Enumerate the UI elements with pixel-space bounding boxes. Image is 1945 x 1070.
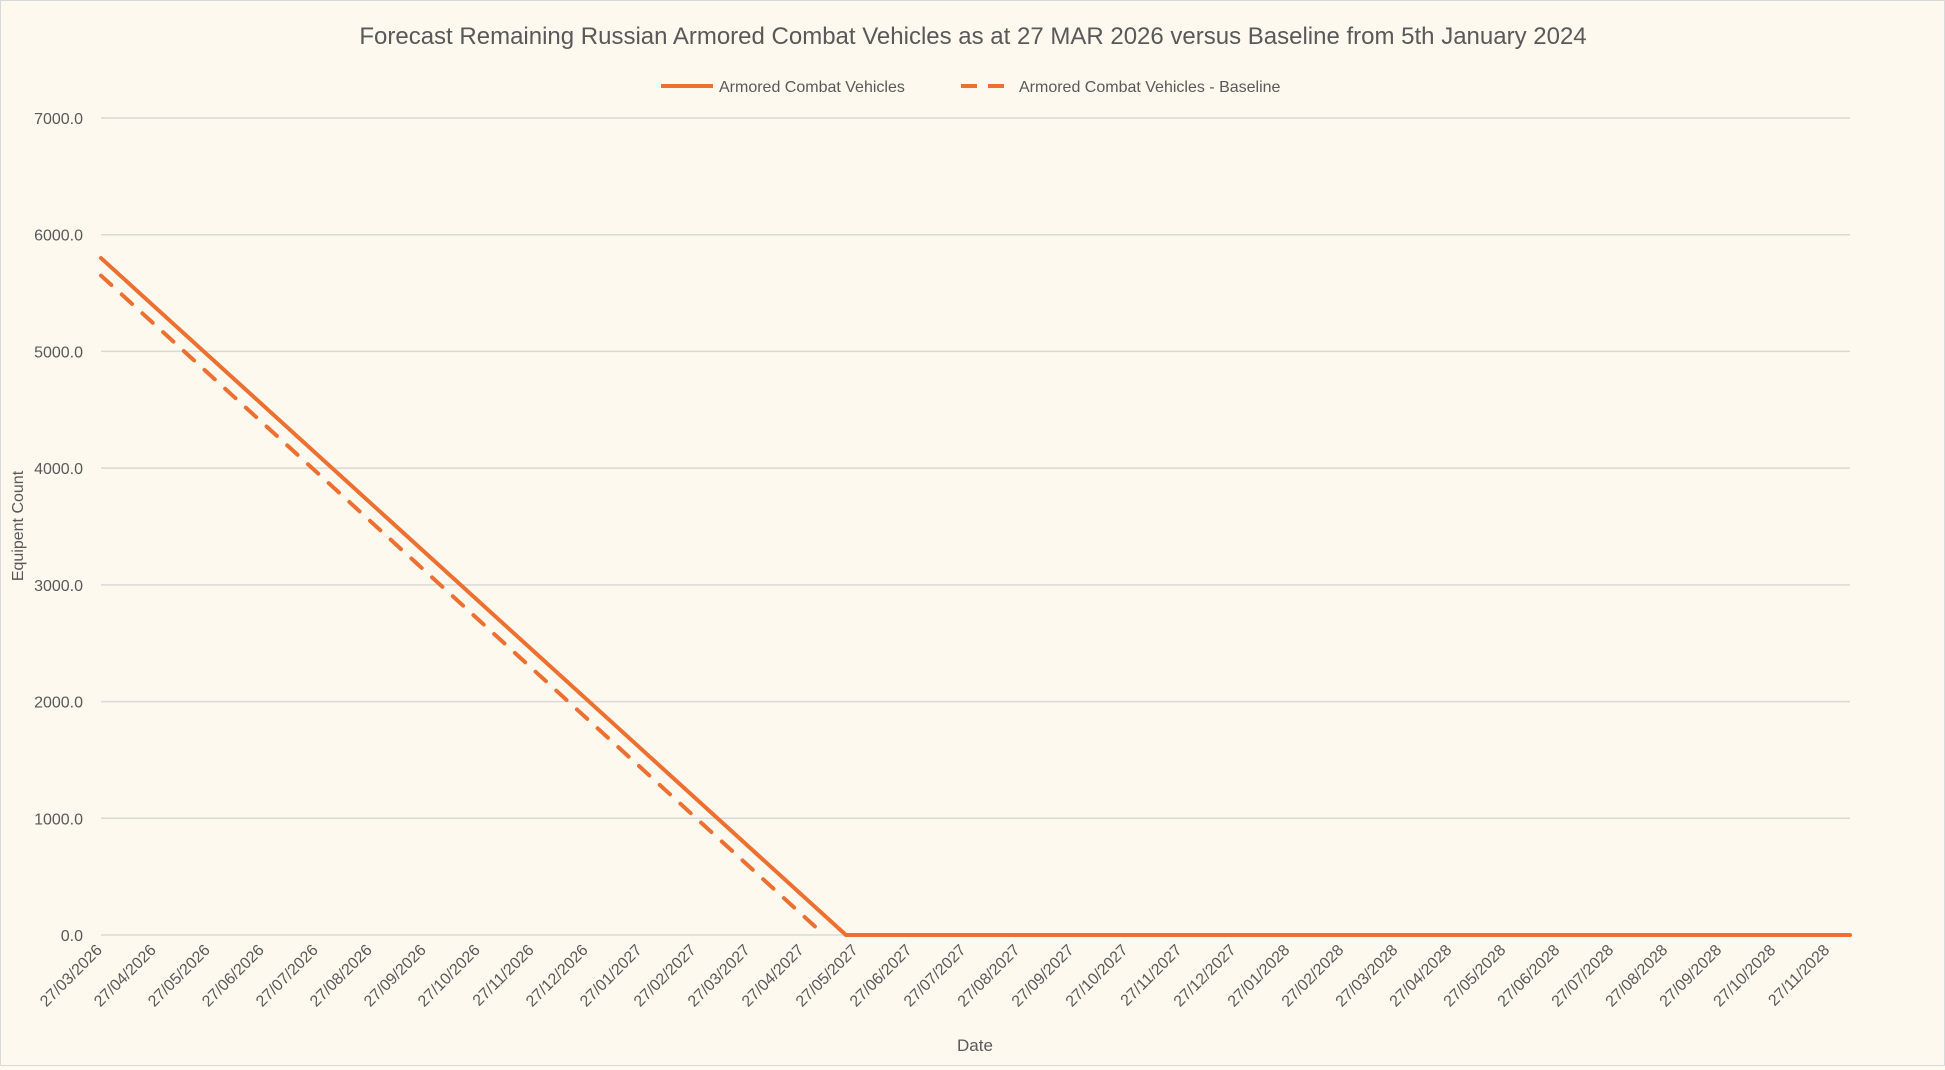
series-line-baseline <box>99 273 827 937</box>
y-tick-label: 7000.0 <box>34 111 83 128</box>
x-axis-ticks: 27/03/202627/04/202627/05/202627/06/2026… <box>37 942 1833 1011</box>
legend: Armored Combat Vehicles Armored Combat Ve… <box>661 79 1281 96</box>
gridlines <box>101 117 1850 936</box>
series-lines <box>99 256 1852 937</box>
y-tick-label: 5000.0 <box>34 344 83 361</box>
y-tick-label: 3000.0 <box>34 578 83 595</box>
chart-title: Forecast Remaining Russian Armored Comba… <box>359 23 1586 50</box>
y-tick-label: 1000.0 <box>34 811 83 828</box>
legend-label: Armored Combat Vehicles - Baseline <box>1019 79 1281 96</box>
legend-label: Armored Combat Vehicles <box>719 79 905 96</box>
y-tick-label: 0.0 <box>61 928 83 945</box>
y-tick-label: 6000.0 <box>34 228 83 245</box>
series-line-current <box>99 256 1852 937</box>
x-axis-label: Date <box>957 1036 993 1055</box>
y-axis-label: Equipent Count <box>10 470 27 581</box>
y-tick-label: 4000.0 <box>34 461 83 478</box>
y-axis-ticks: 0.0 1000.0 2000.0 3000.0 4000.0 5000.0 6000.0 7… <box>34 111 83 945</box>
y-tick-label: 2000.0 <box>34 695 83 712</box>
